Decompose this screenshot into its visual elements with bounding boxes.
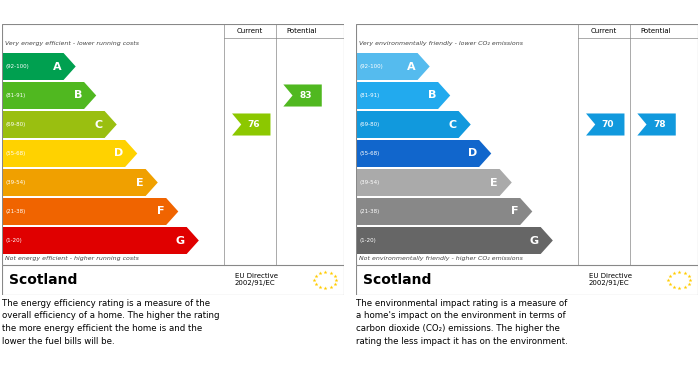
Text: G: G (530, 235, 539, 246)
Text: Not environmentally friendly - higher CO₂ emissions: Not environmentally friendly - higher CO… (359, 256, 523, 261)
Text: (39-54): (39-54) (6, 180, 27, 185)
Text: 70: 70 (602, 120, 615, 129)
Text: C: C (94, 120, 103, 129)
Polygon shape (284, 84, 322, 106)
Text: Environmental Impact (CO₂) Rating: Environmental Impact (CO₂) Rating (361, 8, 580, 18)
Text: (69-80): (69-80) (360, 122, 380, 127)
Text: (1-20): (1-20) (360, 238, 377, 243)
Text: (92-100): (92-100) (360, 64, 384, 69)
Polygon shape (3, 169, 158, 196)
Text: A: A (53, 61, 62, 72)
Text: (69-80): (69-80) (6, 122, 27, 127)
Text: 83: 83 (299, 91, 312, 100)
Text: Potential: Potential (286, 28, 316, 34)
Text: Very environmentally friendly - lower CO₂ emissions: Very environmentally friendly - lower CO… (359, 41, 523, 46)
Polygon shape (357, 82, 450, 109)
Text: A: A (407, 61, 416, 72)
Polygon shape (357, 169, 512, 196)
Text: Current: Current (591, 28, 617, 34)
Text: Scotland: Scotland (9, 273, 77, 287)
Text: Current: Current (237, 28, 263, 34)
Text: Energy Efficiency Rating: Energy Efficiency Rating (7, 8, 160, 18)
Text: The energy efficiency rating is a measure of the
overall efficiency of a home. T: The energy efficiency rating is a measur… (2, 299, 220, 346)
Text: (21-38): (21-38) (360, 209, 380, 214)
Text: E: E (136, 178, 144, 188)
Text: F: F (511, 206, 518, 217)
Text: EU Directive
2002/91/EC: EU Directive 2002/91/EC (234, 273, 278, 287)
Text: (1-20): (1-20) (6, 238, 22, 243)
Text: B: B (428, 90, 436, 100)
Polygon shape (357, 227, 553, 254)
Polygon shape (357, 140, 491, 167)
Text: G: G (176, 235, 185, 246)
Text: C: C (449, 120, 456, 129)
Text: E: E (490, 178, 498, 188)
Text: The environmental impact rating is a measure of
a home's impact on the environme: The environmental impact rating is a mea… (356, 299, 568, 346)
Text: (92-100): (92-100) (6, 64, 29, 69)
Text: (21-38): (21-38) (6, 209, 27, 214)
Polygon shape (232, 113, 270, 136)
Text: 78: 78 (653, 120, 666, 129)
Text: D: D (468, 149, 477, 158)
Text: F: F (157, 206, 164, 217)
Polygon shape (3, 227, 199, 254)
Text: Very energy efficient - lower running costs: Very energy efficient - lower running co… (5, 41, 139, 46)
Text: Potential: Potential (640, 28, 671, 34)
Text: (39-54): (39-54) (360, 180, 380, 185)
Text: (81-91): (81-91) (6, 93, 27, 98)
Polygon shape (3, 53, 76, 80)
Polygon shape (357, 53, 430, 80)
Polygon shape (637, 113, 676, 136)
Text: EU Directive
2002/91/EC: EU Directive 2002/91/EC (589, 273, 631, 287)
Polygon shape (3, 111, 117, 138)
Text: (81-91): (81-91) (360, 93, 380, 98)
Text: 76: 76 (248, 120, 260, 129)
Text: Scotland: Scotland (363, 273, 431, 287)
Polygon shape (3, 140, 137, 167)
Text: (55-68): (55-68) (6, 151, 27, 156)
Text: Not energy efficient - higher running costs: Not energy efficient - higher running co… (5, 256, 139, 261)
Polygon shape (357, 198, 532, 225)
Polygon shape (3, 198, 178, 225)
Text: (55-68): (55-68) (360, 151, 380, 156)
Text: D: D (114, 149, 123, 158)
Polygon shape (357, 111, 470, 138)
Text: B: B (74, 90, 82, 100)
Polygon shape (3, 82, 96, 109)
Polygon shape (586, 113, 624, 136)
